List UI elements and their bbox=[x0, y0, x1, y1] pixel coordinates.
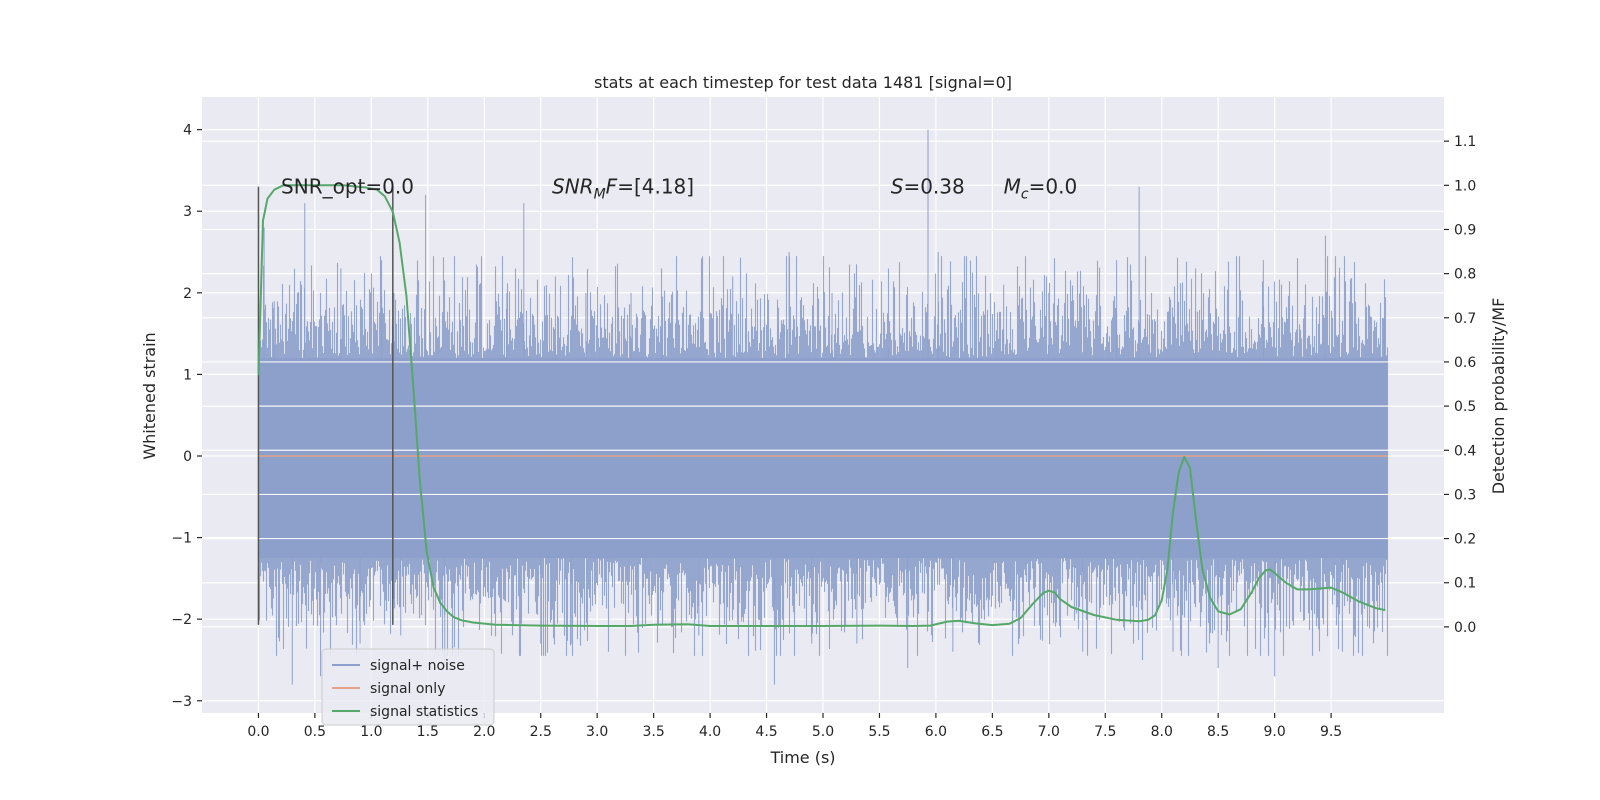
y2-axis-label: Detection probability/MF bbox=[1489, 298, 1508, 495]
annotation-text: SNR_opt=0.0 bbox=[281, 175, 414, 199]
x-tick-label: 9.5 bbox=[1320, 724, 1342, 740]
signal-noise-band bbox=[258, 358, 1388, 558]
y-tick-label: 0 bbox=[183, 449, 192, 465]
x-tick-label: 2.5 bbox=[530, 724, 552, 740]
y2-tick-label: 0.6 bbox=[1454, 355, 1476, 371]
x-tick-label: 0.0 bbox=[247, 724, 269, 740]
y-axis-label: Whitened strain bbox=[140, 332, 159, 459]
x-tick-label: 4.0 bbox=[699, 724, 721, 740]
y2-tick-label: 1.1 bbox=[1454, 134, 1476, 150]
y-tick-label: 4 bbox=[183, 123, 192, 139]
chart-title: stats at each timestep for test data 148… bbox=[594, 73, 1012, 92]
annotation-text: Mc=0.0 bbox=[1004, 175, 1078, 203]
legend-box bbox=[321, 648, 495, 726]
y2-tick-label: 0.3 bbox=[1454, 487, 1476, 503]
legend-label: signal statistics bbox=[370, 704, 478, 720]
y2-tick-label: 0.9 bbox=[1454, 222, 1476, 238]
x-tick-label: 2.0 bbox=[473, 724, 495, 740]
gridlines-overlay bbox=[202, 361, 1444, 540]
y-tick-label: 3 bbox=[183, 204, 192, 220]
x-tick-label: 6.0 bbox=[925, 724, 947, 740]
y2-tick-label: 0.5 bbox=[1454, 399, 1476, 415]
y2-tick-label: 0.4 bbox=[1454, 443, 1476, 459]
legend: signal+ noise signal only signal statistic… bbox=[321, 648, 495, 726]
tick-marks bbox=[197, 129, 1449, 718]
y-tick-label: 2 bbox=[183, 286, 192, 302]
x-tick-label: 5.0 bbox=[812, 724, 834, 740]
x-tick-label: 1.0 bbox=[360, 724, 382, 740]
x-axis-label: Time (s) bbox=[769, 748, 835, 767]
y2-tick-label: 0.8 bbox=[1454, 267, 1476, 283]
x-tick-label: 9.0 bbox=[1264, 724, 1286, 740]
x-tick-label: 8.0 bbox=[1151, 724, 1173, 740]
y-tick-label: −3 bbox=[171, 694, 192, 710]
y2-tick-label: 0.1 bbox=[1454, 576, 1476, 592]
y2-tick-label: 0.7 bbox=[1454, 311, 1476, 327]
legend-label: signal only bbox=[370, 681, 445, 697]
y-tick-label: 1 bbox=[183, 367, 192, 383]
x-tick-label: 6.5 bbox=[981, 724, 1003, 740]
x-tick-label: 0.5 bbox=[304, 724, 326, 740]
annotation-text: S=0.38 bbox=[891, 175, 965, 199]
x-tick-label: 5.5 bbox=[868, 724, 890, 740]
x-tick-label: 8.5 bbox=[1207, 724, 1229, 740]
x-tick-label: 3.5 bbox=[643, 724, 665, 740]
x-tick-label: 4.5 bbox=[755, 724, 777, 740]
annotation-text: SNRMF=[4.18] bbox=[552, 175, 694, 203]
legend-label: signal+ noise bbox=[370, 658, 465, 674]
y-tick-label: −1 bbox=[171, 531, 192, 547]
signal-statistics-line bbox=[257, 184, 1386, 627]
y2-tick-label: 1.0 bbox=[1454, 178, 1476, 194]
x-tick-label: 3.0 bbox=[586, 724, 608, 740]
x-tick-label: 1.5 bbox=[417, 724, 439, 740]
y2-tick-label: 0.0 bbox=[1454, 620, 1476, 636]
x-tick-label: 7.0 bbox=[1038, 724, 1060, 740]
x-tick-label: 7.5 bbox=[1094, 724, 1116, 740]
y-tick-label: −2 bbox=[171, 612, 192, 628]
signal-noise-series bbox=[257, 129, 1389, 685]
y2-tick-label: 0.2 bbox=[1454, 532, 1476, 548]
